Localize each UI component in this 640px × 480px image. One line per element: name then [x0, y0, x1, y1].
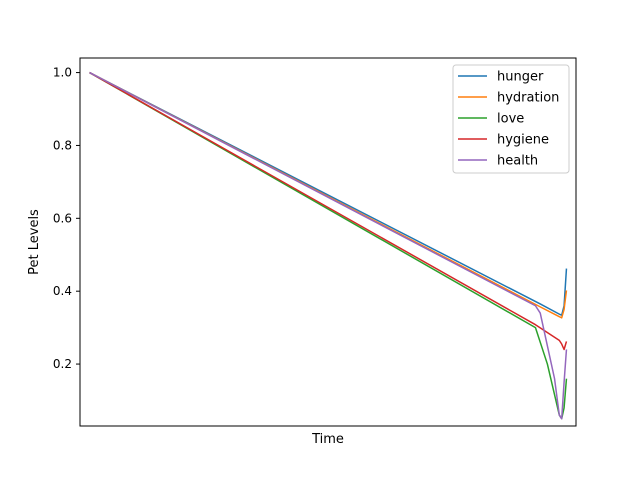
series-line-hygiene	[89, 71, 568, 351]
legend-label-hunger: hunger	[497, 70, 544, 85]
legend-label-love: love	[497, 112, 524, 127]
y-tick-label: 0.8	[53, 138, 72, 152]
legend-label-hydration: hydration	[497, 91, 559, 106]
y-axis-label: Pet Levels	[27, 209, 42, 275]
series-line-hydration	[89, 71, 568, 319]
x-axis-label: Time	[311, 432, 344, 447]
y-tick-label: 1.0	[53, 66, 72, 80]
y-tick-label: 0.4	[53, 284, 72, 298]
series-line-hunger	[89, 71, 568, 316]
axes-frame	[79, 57, 577, 427]
legend-frame	[452, 64, 570, 174]
series-lines	[89, 71, 568, 420]
y-tick-label: 0.2	[53, 357, 72, 371]
y-axis-ticks: 0.2 0.4 0.6 0.8 1.0	[53, 66, 80, 371]
y-tick-label: 0.6	[53, 211, 72, 225]
legend-label-health: health	[497, 154, 538, 169]
series-line-health	[89, 71, 568, 420]
legend: hunger hydration love hygiene health	[452, 64, 570, 174]
legend-label-hygiene: hygiene	[497, 133, 549, 148]
